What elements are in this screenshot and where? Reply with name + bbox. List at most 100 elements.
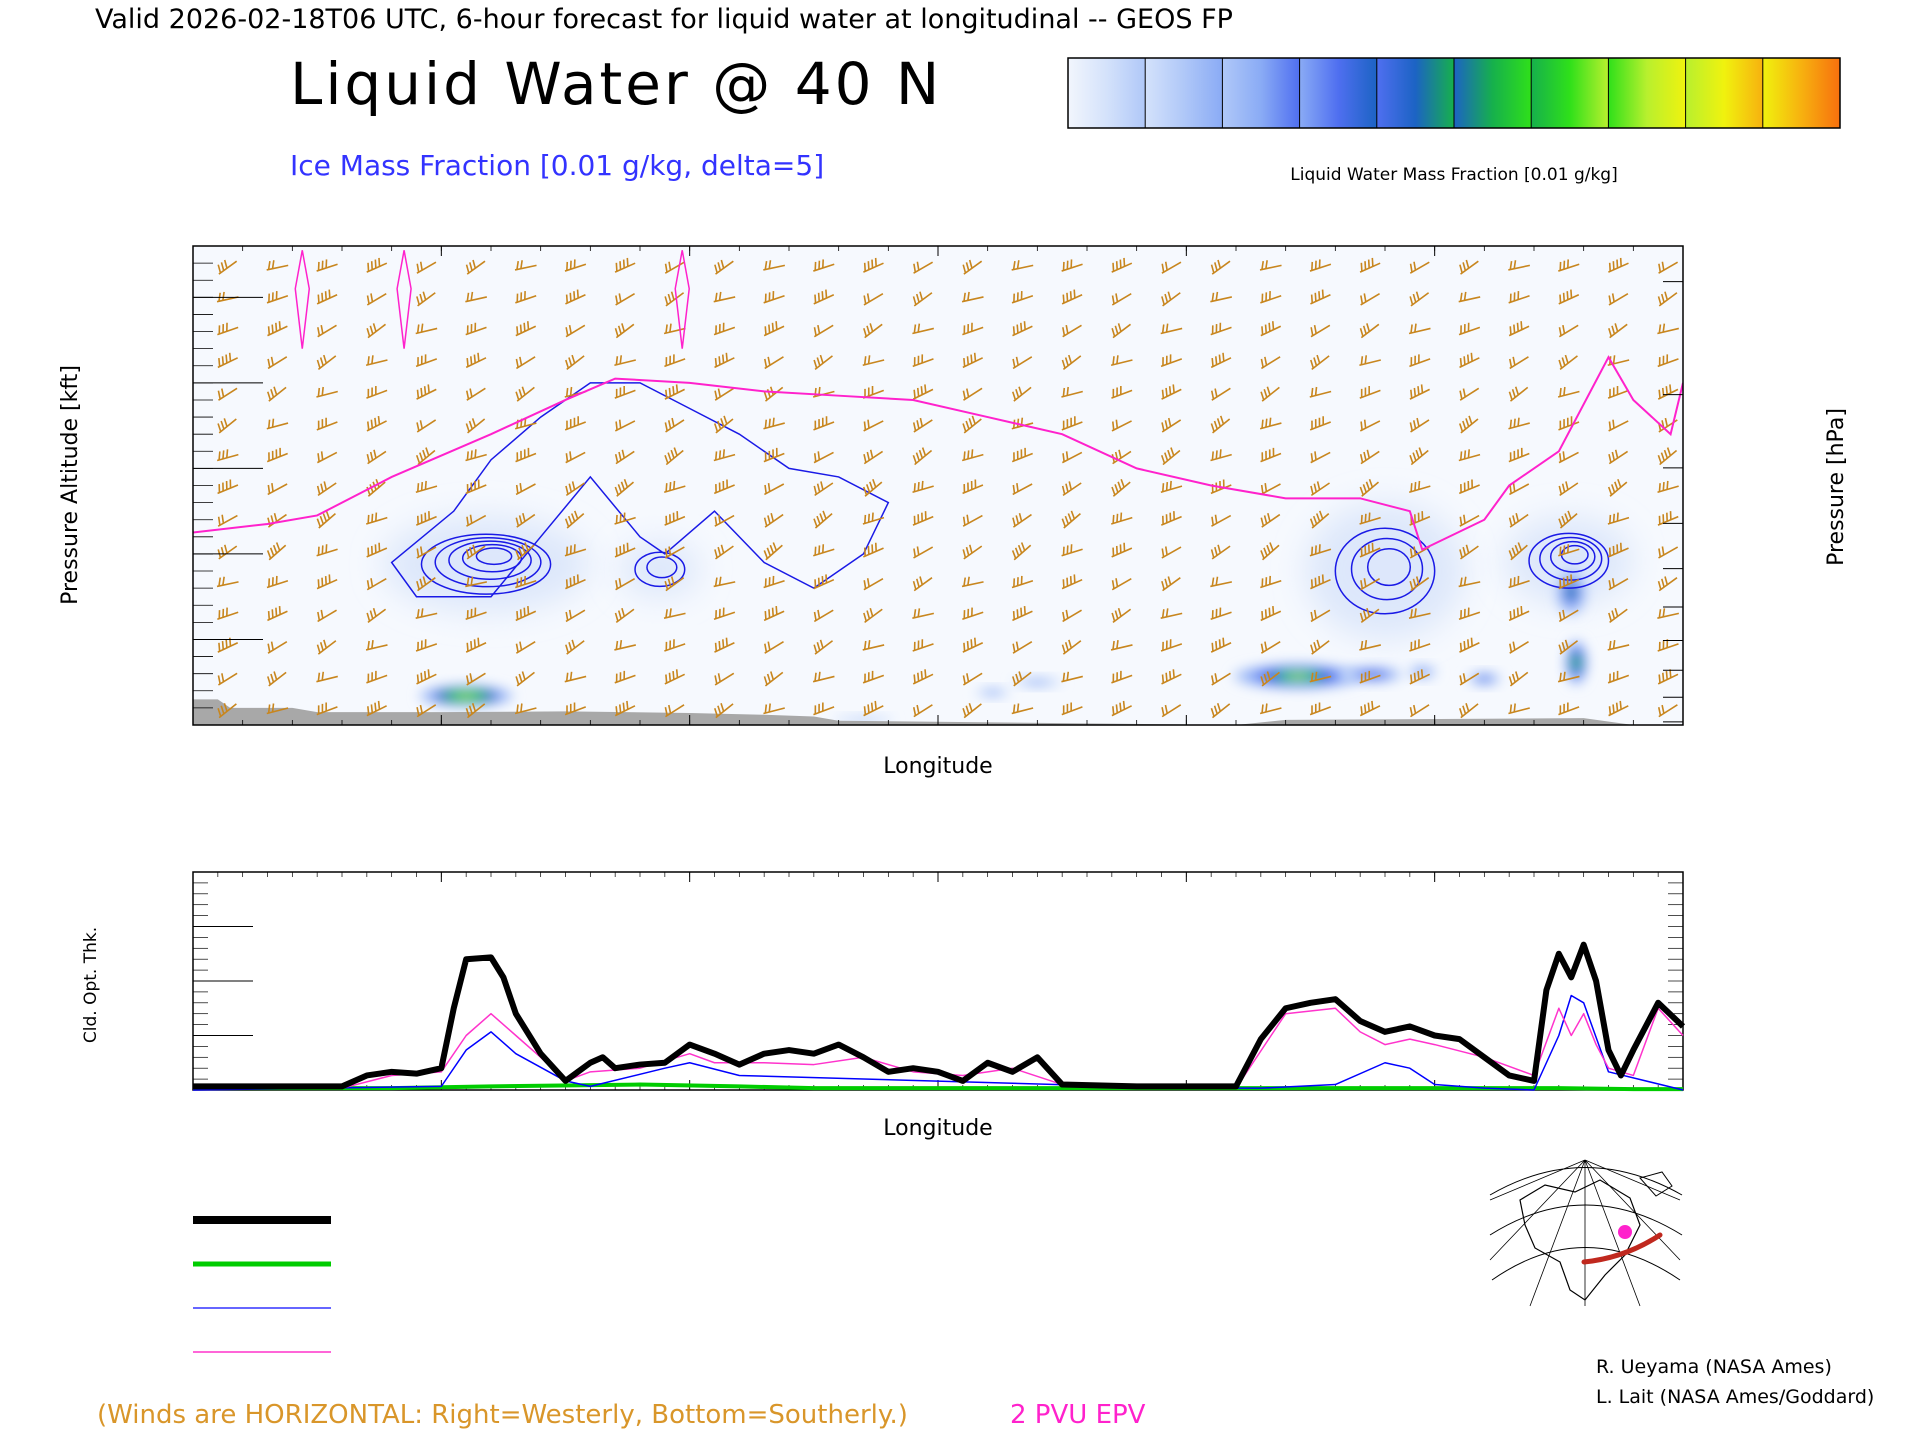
wind-barb-feather [221,356,225,365]
wind-barb-feather [818,260,821,270]
wind-barb-feather [420,514,423,523]
wind-barb-feather [419,261,423,271]
wind-barb [763,575,785,589]
wind-barb-feather [819,513,824,522]
wind-barb-feather [1268,449,1271,458]
wind-barb-feather [565,453,569,462]
wind-barb-staff [316,294,338,305]
wind-barb-feather [520,577,523,586]
wind-barb-staff [1508,610,1530,622]
wind-barb [515,575,537,589]
wind-barb-feather [1664,291,1669,301]
wind-barb-feather [1161,609,1165,618]
wind-barb-feather [1465,702,1470,712]
wind-barb-staff [763,452,785,463]
wind-barb-staff [863,705,884,717]
wind-barb-feather [825,416,828,425]
wind-barb-feather [1062,453,1065,462]
wind-barb-feather [1261,419,1264,429]
wind-barb [515,542,535,561]
wind-barb [1160,323,1183,335]
wind-barb-staff [1608,420,1629,432]
wind-barb-feather [1463,640,1466,650]
wind-barb-feather [718,324,721,333]
wind-barb-feather [1559,579,1562,588]
wind-barb-feather [1215,356,1218,365]
wind-barb-feather [516,260,520,270]
wind-barb [962,415,982,434]
wind-barb-feather [374,259,377,269]
wind-barb-feather [816,483,821,493]
wind-barb-feather [1515,512,1520,522]
wind-barb-feather [1123,257,1126,267]
wind-barb-feather [1216,418,1222,427]
wind-barb-feather [1111,486,1116,496]
wind-barb-feather [1260,643,1264,653]
wind-barb [912,323,934,335]
wind-barb-feather [1264,641,1268,651]
wind-barb-feather [626,257,629,267]
wind-barb-feather [371,513,374,523]
wind-barb-feather [813,644,818,654]
wind-barb-staff [515,295,537,304]
wind-barb-feather [278,321,281,330]
wind-barb-staff [1508,422,1530,430]
wind-barb [1310,324,1331,338]
wind-barb [913,546,934,559]
wind-barb-feather [469,388,473,398]
wind-barb-feather [615,421,618,431]
wind-barb-staff [962,357,984,369]
wind-barb-feather [764,260,768,270]
wind-barb [1309,544,1332,557]
wind-barb-feather [764,452,767,461]
wind-barb-feather [863,612,867,622]
wind-barb-feather [675,669,679,678]
wind-barb-feather [1016,609,1019,618]
wind-barb-feather [965,705,970,715]
wind-barb-feather [1116,387,1118,396]
wind-barb-feather [615,356,619,365]
wind-barb-staff [267,513,287,528]
wind-barb-staff [516,671,535,687]
wind-barb-feather [1310,485,1314,495]
wind-barb-feather [672,386,675,395]
wind-barb-feather [1409,296,1414,305]
wind-barb-staff [1161,704,1182,718]
map-parallel-1 [1489,1167,1683,1196]
wind-barb [1260,641,1281,654]
wind-barb-staff [1162,292,1181,307]
wind-barb-feather [1310,359,1315,369]
wind-barb-feather [1409,548,1413,558]
wind-barb-feather [813,359,818,369]
wind-barb-feather [1264,324,1268,334]
wind-barb-feather [921,354,924,363]
wind-barb [962,702,982,719]
wind-barb-feather [817,577,820,587]
wind-barb-staff [814,355,833,370]
wind-barb-feather [1211,325,1214,334]
wind-barb-feather [862,486,868,496]
wind-barb [316,289,338,305]
wind-barb [366,449,387,465]
wind-barb-staff [862,674,885,684]
wind-barb-feather [1219,415,1225,425]
wind-barb-feather [1409,454,1414,464]
wind-barb-feather [1210,707,1215,717]
wind-barb-feather [317,546,320,556]
wind-barb-feather [477,479,480,489]
wind-barb-feather [1410,674,1413,684]
wind-barb-feather [1662,323,1666,333]
wind-barb-feather [523,322,526,332]
wind-barb-feather [222,576,225,586]
wind-barb [1409,384,1430,400]
wind-barb-feather [273,386,278,396]
wind-barb [1160,608,1183,619]
wind-barb-feather [422,291,427,301]
wind-barb-feather [370,578,374,587]
wind-barb-feather [818,545,821,555]
wind-barb-feather [1310,327,1314,336]
wind-barb [1459,387,1480,401]
wind-barb-feather [1268,322,1271,332]
wind-barb-feather [623,512,626,522]
wind-barb-feather [516,326,519,335]
